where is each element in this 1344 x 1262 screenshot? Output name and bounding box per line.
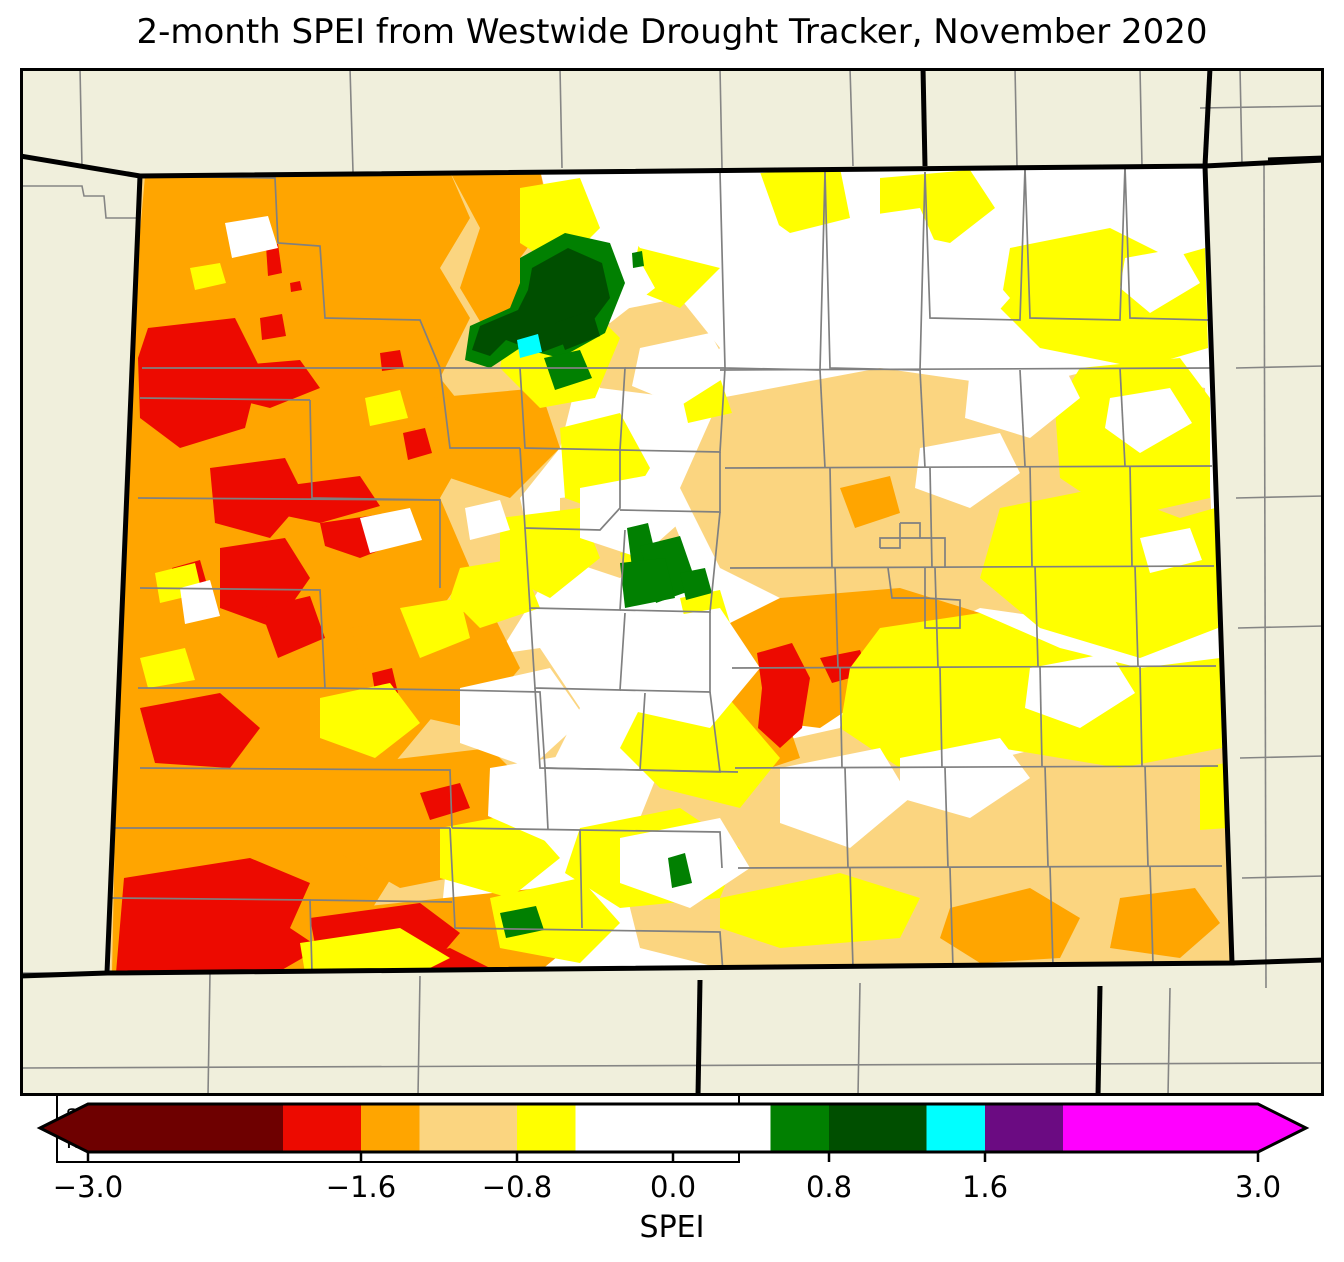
spei-class-severe-dry: [1110, 888, 1220, 958]
spei-class-near-normal: [965, 358, 1080, 438]
colorbar-extend-min: [40, 1104, 88, 1152]
colorbar-tick-label: −3.0: [53, 1170, 123, 1204]
spei-class-near-normal: [580, 608, 760, 728]
spei-class-moderately-wet: [680, 568, 712, 600]
colorbar-tick-label: 0.0: [650, 1170, 696, 1204]
colorbar-segment: [283, 1104, 361, 1152]
spei-class-extreme-dry: [228, 342, 238, 354]
spei-class-extreme-dry: [403, 428, 432, 460]
spei-class-abnormally-dry: [450, 558, 540, 628]
colorbar-axis-label: SPEI: [639, 1210, 705, 1245]
colorbar-segment: [770, 1104, 829, 1152]
colorbar-ticks: −3.0 −1.6 −0.8 0.0 0.8 1.6 3.0: [53, 1152, 1281, 1204]
spei-class-extreme-dry: [260, 314, 286, 340]
colorbar-segment: [419, 1104, 517, 1152]
spei-class-extreme-dry: [420, 783, 470, 820]
spei-class-near-normal: [1120, 248, 1200, 313]
spei-class-moderately-wet: [632, 251, 644, 268]
colorbar-panel: −3.0 −1.6 −0.8 0.0 0.8 1.6 3.0: [0, 1096, 1344, 1262]
spei-class-near-normal: [488, 753, 610, 843]
spei-class-near-normal: [840, 208, 940, 283]
spei-class-extremely-wet: [517, 334, 542, 358]
spei-class-near-normal: [1025, 653, 1135, 728]
spei-class-severe-dry: [840, 476, 900, 528]
spei-class-abnormally-dry: [140, 648, 195, 688]
page-title: 2-month SPEI from Westwide Drought Track…: [136, 12, 1208, 52]
neighbor-state-borders: [20, 68, 1324, 1096]
spei-class-severe-dry: [940, 888, 1080, 963]
spei-class-abnormally-dry: [620, 688, 780, 808]
spei-class-extreme-dry: [266, 244, 282, 276]
spei-class-near-normal: [580, 473, 685, 558]
spei-contour-field: [107, 166, 1232, 973]
colorbar-tick-label: −0.8: [482, 1170, 552, 1204]
colorbar-swatches: [36, 1102, 1310, 1154]
spei-class-abnormally-dry: [1200, 763, 1228, 830]
county-boundaries: [111, 166, 1223, 973]
spei-class-near-normal: [1140, 528, 1202, 573]
spei-class-moderately-wet: [620, 558, 675, 608]
spei-class-near-normal: [855, 263, 888, 288]
spei-class-near-normal: [610, 172, 780, 268]
spei-class-extreme-dry: [116, 858, 320, 973]
spei-class-abnormally-dry: [300, 928, 450, 973]
colorbar-segment: [88, 1104, 283, 1152]
spei-class-abnormally-dry: [400, 598, 470, 658]
spei-class-near-normal: [915, 433, 1020, 508]
spei-class-near-normal: [900, 263, 1010, 343]
spei-class-moderately-wet: [668, 853, 692, 888]
colorbar-tick-label: −1.6: [326, 1170, 396, 1204]
spei-class-abnormally-dry: [190, 263, 226, 290]
spei-class-near-normal: [632, 333, 732, 406]
colorbar-segment: [1063, 1104, 1258, 1152]
spei-class-near-normal: [360, 508, 422, 553]
colorbar-segment: [517, 1104, 576, 1152]
colorbar-segment: [361, 1104, 420, 1152]
spei-class-moderately-wet: [544, 350, 592, 390]
spei-class-abnormally-dry: [980, 488, 1218, 658]
spei-class-near-normal: [460, 668, 585, 768]
spei-class-extreme-dry: [140, 693, 260, 768]
spei-class-severe-dry: [430, 388, 560, 498]
spei-class-near-normal: [225, 216, 278, 258]
spei-class-near-normal: [780, 748, 910, 848]
spei-class-abnormally-dry: [490, 878, 620, 963]
spei-class-near-normal: [465, 500, 510, 540]
spei-class-near-normal: [900, 738, 1030, 818]
spei-class-abnormally-dry: [720, 873, 920, 948]
colorado-spei-map: [20, 68, 1324, 1096]
colorbar-segment: [829, 1104, 927, 1152]
colorbar-segment: [985, 1104, 1063, 1152]
spei-class-near-normal: [180, 580, 220, 624]
map-panel: source: PRISM Climate Group and Westwide…: [20, 68, 1324, 1164]
spei-class-near-normal: [1105, 388, 1192, 453]
colorbar-tick-label: 0.8: [806, 1170, 852, 1204]
spei-class-extreme-dry: [380, 350, 404, 371]
spei-class-extreme-dry: [205, 360, 320, 408]
spei-class-abnormally-dry: [365, 390, 408, 426]
colorbar-tick-label: 3.0: [1235, 1170, 1281, 1204]
colorbar-tick-label: 1.6: [962, 1170, 1008, 1204]
colorbar-segment: [575, 1104, 771, 1152]
colorbar-segment: [926, 1104, 985, 1152]
spei-class-abnormally-dry: [320, 683, 420, 758]
spei-class-very-wet: [555, 310, 600, 350]
spei-colorbar: −3.0 −1.6 −0.8 0.0 0.8 1.6 3.0: [36, 1102, 1310, 1204]
spei-class-extreme-dry: [290, 281, 302, 292]
colorbar-extend-max: [1258, 1104, 1306, 1152]
spei-class-extreme-dry: [260, 596, 325, 658]
spei-class-extreme-dry: [757, 643, 810, 748]
